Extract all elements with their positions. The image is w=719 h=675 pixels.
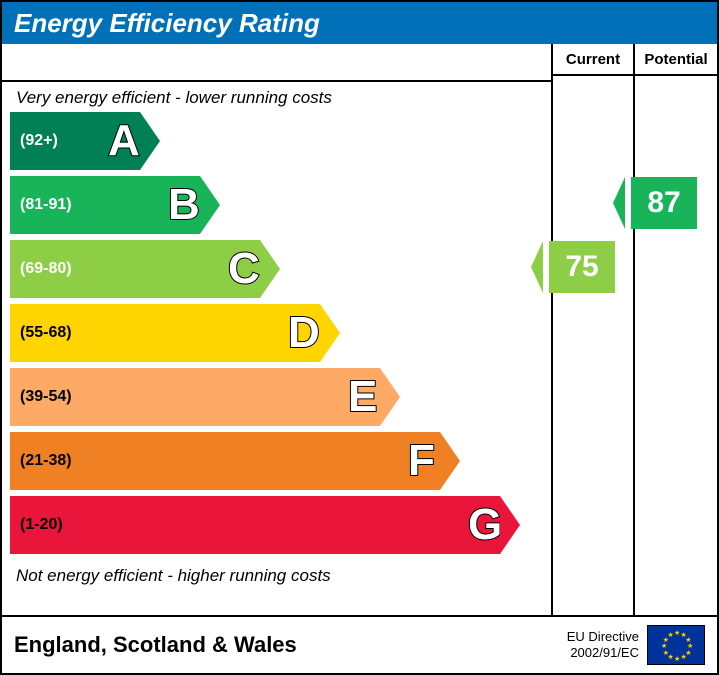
current-score-value: 75 [565,250,598,284]
eu-star: ★ [681,653,687,661]
band-range-D: (55-68) [20,324,72,342]
header-spacer [2,50,551,82]
potential-score: 87 [625,177,703,229]
bands-column: Very energy efficient - lower running co… [2,44,553,615]
band-B: (81-91) B [10,176,545,234]
band-letter-D: D [288,308,320,358]
directive-block: EU Directive 2002/91/EC ★★★★★★★★★★★★ [567,625,705,665]
bottom-caption: Not energy efficient - higher running co… [2,560,545,590]
band-E: (39-54) E [10,368,545,426]
directive-line2: 2002/91/EC [567,645,639,661]
eu-flag-icon: ★★★★★★★★★★★★ [647,625,705,665]
band-letter-E: E [348,372,377,422]
current-score-body: 75 [549,241,615,293]
band-bar-G: (1-20) G [10,496,500,554]
band-tip-G [500,496,520,554]
band-letter-C: C [228,244,260,294]
bands-list: (92+) A (81-91) B (69-80) C (55-68) D (39-54) E (2… [2,112,545,554]
potential-slot: 87 [635,76,717,615]
band-bar-A: (92+) A [10,112,140,170]
potential-score-value: 87 [647,186,680,220]
band-bar-B: (81-91) B [10,176,200,234]
potential-score-notch [613,177,625,229]
eu-star: ★ [674,655,680,663]
band-F: (21-38) F [10,432,545,490]
footer: England, Scotland & Wales EU Directive 2… [2,615,717,673]
band-tip-D [320,304,340,362]
eu-star: ★ [668,631,674,639]
band-tip-F [440,432,460,490]
band-range-A: (92+) [20,132,58,150]
epc-chart: Energy Efficiency Rating Very energy eff… [0,0,719,675]
band-A: (92+) A [10,112,545,170]
band-bar-E: (39-54) E [10,368,380,426]
band-D: (55-68) D [10,304,545,362]
current-score-notch [531,241,543,293]
directive-text: EU Directive 2002/91/EC [567,629,639,660]
region-text: England, Scotland & Wales [14,632,297,658]
band-range-C: (69-80) [20,260,72,278]
band-letter-B: B [168,180,200,230]
band-bar-F: (21-38) F [10,432,440,490]
band-range-G: (1-20) [20,516,63,534]
band-tip-A [140,112,160,170]
band-range-B: (81-91) [20,196,72,214]
potential-score-body: 87 [631,177,697,229]
band-letter-F: F [408,436,435,486]
current-score: 75 [543,241,621,293]
chart-title: Energy Efficiency Rating [2,2,717,44]
band-C: (69-80) C [10,240,545,298]
top-caption: Very energy efficient - lower running co… [2,82,545,112]
current-slot: 75 [553,76,633,615]
eu-star: ★ [674,629,680,637]
potential-header: Potential [635,44,717,76]
band-tip-E [380,368,400,426]
current-header: Current [553,44,633,76]
band-G: (1-20) G [10,496,545,554]
band-letter-A: A [108,116,140,166]
band-range-F: (21-38) [20,452,72,470]
chart-body: Very energy efficient - lower running co… [2,44,717,615]
band-range-E: (39-54) [20,388,72,406]
directive-line1: EU Directive [567,629,639,645]
potential-column: Potential 87 [635,44,717,615]
band-tip-C [260,240,280,298]
current-column: Current 75 [553,44,635,615]
band-letter-G: G [468,500,502,550]
band-bar-C: (69-80) C [10,240,260,298]
band-tip-B [200,176,220,234]
band-bar-D: (55-68) D [10,304,320,362]
